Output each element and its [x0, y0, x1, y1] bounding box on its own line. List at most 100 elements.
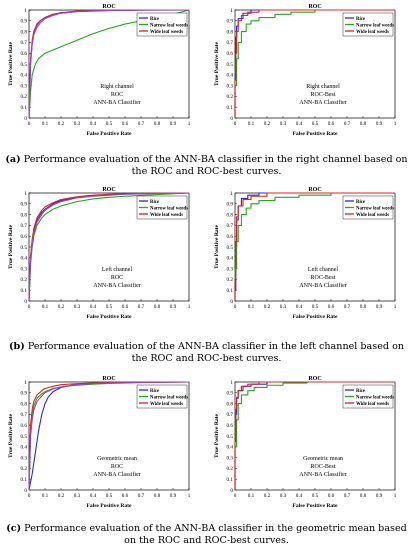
chart-title: ROC — [308, 376, 321, 382]
legend-label: Narrow leaf weeds — [150, 206, 188, 211]
chart-title: ROC — [102, 4, 115, 10]
y-tick-label: 0.7 — [21, 223, 28, 229]
legend-label: Wide leaf weeds — [356, 402, 389, 407]
legend-label: Narrow leaf weeds — [150, 23, 188, 28]
legend-box — [136, 195, 188, 220]
x-tick-label: 1 — [188, 493, 191, 499]
x-tick-label: 0.8 — [154, 493, 161, 499]
annotation-line: ANN-BA Classifier — [299, 471, 347, 478]
chart-a-roc-best: ROC 0 0.1 0.2 0.3 0.4 0.5 0.6 0.7 0.8 0.9 1 0 0.1 0.2 0… — [214, 4, 397, 137]
x-tick-label: 0.2 — [58, 121, 65, 127]
y-tick-label: 0.4 — [21, 73, 28, 79]
x-tick-label: 0.8 — [154, 304, 161, 310]
legend-box — [136, 12, 188, 37]
annotation-line: ROC-Best — [310, 464, 335, 470]
curve-wide-leaf-weeds — [234, 9, 395, 118]
legend-label: Wide leaf weeds — [150, 30, 183, 35]
y-tick-label: 0.8 — [21, 29, 28, 35]
y-tick-label: 1 — [24, 8, 27, 14]
x-tick-label: 1 — [394, 304, 397, 310]
y-tick-label: 0.8 — [227, 29, 234, 35]
chart-a-roc: ROC 0 0.1 0.2 0.3 0.4 0.5 0.6 0.7 0.8 0.9 1 0 0.1 0.2 0… — [8, 4, 191, 137]
y-tick-label: 0.1 — [227, 288, 234, 294]
caption-b: (b) Performance evaluation of the ANN-BA… — [4, 341, 409, 364]
curve-wide-leaf-weeds — [234, 192, 395, 301]
legend-box — [342, 195, 394, 220]
annotation-line: ANN-BA Classifier — [299, 99, 347, 106]
x-tick-label: 0.7 — [138, 121, 145, 127]
y-tick-label: 0.1 — [21, 288, 28, 294]
caption-b-letter: (b) — [8, 341, 25, 352]
x-tick-label: 0.1 — [248, 121, 255, 127]
x-tick-label: 0.3 — [74, 304, 81, 310]
x-tick-label: 0 — [28, 493, 31, 499]
y-tick-label: 0.8 — [227, 401, 234, 407]
y-tick-label: 0.6 — [21, 234, 28, 240]
x-axis-label: False Positive Rate — [292, 314, 338, 320]
y-tick-label: 0.1 — [227, 105, 234, 111]
caption-a-letter: (a) — [5, 154, 21, 165]
y-axis-label: True Positive Rate — [8, 41, 14, 86]
x-tick-label: 0.3 — [74, 121, 81, 127]
y-tick-label: 0.7 — [227, 223, 234, 229]
y-tick-label: 0.3 — [227, 266, 234, 272]
y-tick-label: 0.8 — [227, 212, 234, 218]
legend-label: Rice — [150, 389, 159, 394]
y-tick-label: 1 — [24, 380, 27, 386]
y-tick-label: 0.9 — [227, 391, 234, 397]
chart-title: ROC — [102, 376, 115, 382]
panel-b-roc: ROC 0 0.1 0.2 0.3 0.4 0.5 0.6 0.7 0.8 0.9 1 0 0.1 0.2 0… — [0, 183, 200, 330]
caption-c-letter: (c) — [6, 523, 22, 534]
annotation-line: Geometric mean — [303, 456, 343, 462]
y-tick-label: 0.1 — [21, 477, 28, 483]
y-tick-label: 0.7 — [227, 40, 234, 46]
y-tick-label: 0.6 — [21, 51, 28, 57]
x-tick-label: 0 — [28, 121, 31, 127]
y-tick-label: 0.2 — [227, 94, 234, 100]
x-tick-label: 0.5 — [106, 304, 113, 310]
annotation-line: ANN-BA Classifier — [93, 99, 141, 106]
annotation-line: Left channel — [102, 266, 132, 273]
y-tick-label: 1 — [230, 8, 233, 14]
x-tick-label: 0.3 — [280, 493, 287, 499]
curve-unlabeled — [28, 192, 190, 302]
y-tick-label: 0.7 — [227, 412, 234, 418]
curve-wide-leaf-weeds — [28, 192, 190, 302]
x-tick-label: 0 — [234, 121, 237, 127]
y-tick-label: 0.8 — [21, 212, 28, 218]
panel-a-roc-best: ROC 0 0.1 0.2 0.3 0.4 0.5 0.6 0.7 0.8 0.9 1 0 0.1 0.2 0… — [206, 0, 406, 147]
annotation-line: Left channel — [308, 266, 338, 273]
x-tick-label: 0.2 — [264, 493, 271, 499]
y-tick-label: 0.3 — [21, 83, 28, 89]
x-tick-label: 0.4 — [90, 304, 97, 310]
x-tick-label: 0.4 — [296, 121, 303, 127]
x-tick-label: 0.7 — [344, 304, 351, 310]
legend-label: Narrow leaf weeds — [356, 395, 394, 400]
y-tick-label: 0.9 — [21, 391, 28, 397]
annotation-line: ROC — [111, 275, 123, 281]
y-tick-label: 0 — [24, 116, 27, 122]
x-tick-label: 0.9 — [376, 121, 383, 127]
y-tick-label: 0.2 — [227, 466, 234, 472]
x-tick-label: 0.3 — [280, 121, 287, 127]
x-tick-label: 0.4 — [90, 121, 97, 127]
y-tick-label: 0.5 — [21, 434, 28, 440]
curve-narrow-leaf-weeds — [234, 381, 395, 490]
y-tick-label: 0 — [24, 488, 27, 494]
x-axis-label: False Positive Rate — [292, 503, 338, 509]
y-tick-label: 0.6 — [227, 51, 234, 57]
y-tick-label: 0.9 — [21, 202, 28, 208]
y-tick-label: 0.7 — [21, 412, 28, 418]
chart-b-roc-best: ROC 0 0.1 0.2 0.3 0.4 0.5 0.6 0.7 0.8 0.9 1 0 0.1 0.2 0… — [214, 187, 397, 320]
caption-b-text: Performance evaluation of the ANN-BA cla… — [24, 341, 405, 364]
curve-unlabeled — [28, 9, 189, 119]
x-tick-label: 0.3 — [74, 493, 81, 499]
y-tick-label: 0.4 — [227, 73, 234, 79]
x-tick-label: 0.7 — [138, 493, 145, 499]
y-axis-label: True Positive Rate — [214, 413, 220, 458]
x-tick-label: 0.9 — [170, 121, 177, 127]
y-tick-label: 0.2 — [227, 277, 234, 283]
y-tick-label: 0.9 — [227, 19, 234, 25]
annotation-line: ROC-Best — [310, 275, 335, 281]
